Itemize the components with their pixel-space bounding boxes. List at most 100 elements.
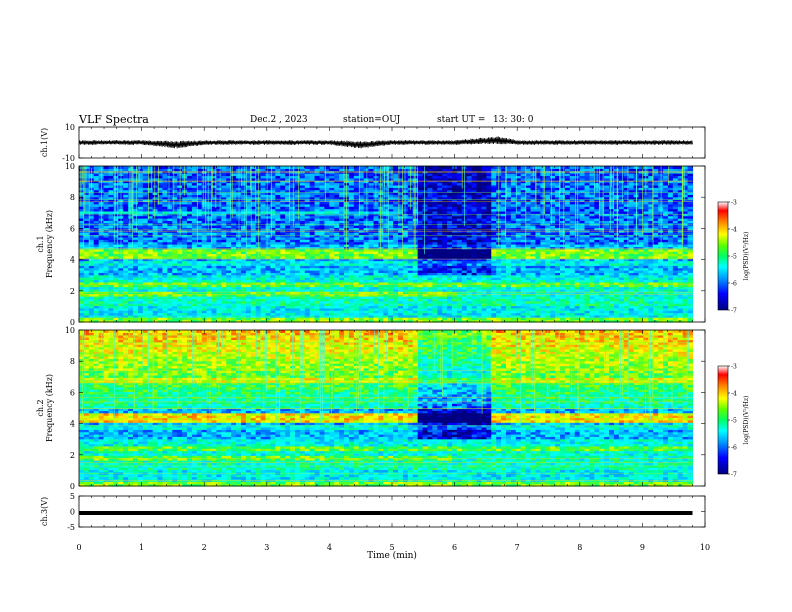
spectrogram-cell <box>162 281 168 285</box>
spectrogram-cell <box>137 274 144 278</box>
spectrogram-cell <box>672 298 679 302</box>
spectrogram-cell <box>231 305 237 309</box>
spectrogram-cell <box>368 317 375 321</box>
spectrogram-cell <box>535 298 541 302</box>
spectrogram-cell <box>128 298 134 302</box>
spectrogram-cell <box>412 286 419 290</box>
spectrogram-cell <box>633 277 640 281</box>
spectrogram-cell <box>196 319 203 323</box>
spectrogram-cell <box>452 310 458 314</box>
spectrogram-cell <box>88 272 95 276</box>
spectrogram-cell <box>407 277 414 281</box>
spectrogram-cell <box>530 281 537 285</box>
spectrogram-cell <box>535 274 541 278</box>
spectrogram-cell <box>290 310 296 314</box>
spectrogram-cell <box>132 284 139 288</box>
spectrogram-cell <box>393 312 399 316</box>
spectrogram-cell <box>643 300 649 304</box>
spectrogram-cell <box>407 291 414 295</box>
spectrogram-cell <box>132 317 139 321</box>
spectrogram-cell <box>378 277 384 281</box>
spectrogram-cell <box>294 296 301 299</box>
spectrogram-cell <box>142 284 149 288</box>
spectrogram-cell <box>88 291 95 295</box>
spectrogram-cell <box>515 291 522 295</box>
spectrogram-cell <box>196 284 203 288</box>
spectrogram-cell <box>363 284 370 288</box>
spectrogram-cell <box>344 310 350 314</box>
spectrogram-cell <box>412 319 419 323</box>
spectrogram-cell <box>314 298 321 302</box>
spectrogram-cell <box>216 305 222 309</box>
spectrogram-cell <box>402 279 409 283</box>
spectrogram-cell <box>633 314 640 318</box>
spectrogram-cell <box>299 284 306 288</box>
spectrogram-cell <box>427 312 433 316</box>
spectrogram-cell <box>137 279 144 283</box>
spectrogram-cell <box>574 319 581 323</box>
spectrogram-cell <box>182 317 188 321</box>
spectrogram-cell <box>422 284 429 288</box>
spectrogram-cell <box>314 312 321 316</box>
spectrogram-cell <box>79 312 85 316</box>
spectrogram-cell <box>123 272 129 276</box>
spectrogram-cell <box>339 270 345 273</box>
spectrogram-cell <box>255 281 262 285</box>
spectrogram-cell <box>535 281 541 285</box>
spectrogram-cell <box>643 310 649 314</box>
spectrogram-cell <box>167 291 173 295</box>
spectrogram-cell <box>520 303 527 307</box>
spectrogram-cell <box>201 274 208 278</box>
spectrogram-cell <box>363 281 370 285</box>
spectrogram-cell <box>378 317 384 321</box>
spectrogram-cell <box>486 291 492 295</box>
spectrogram-cell <box>319 317 325 321</box>
spectrogram-cell <box>427 310 433 314</box>
spectrogram-cell <box>157 284 164 288</box>
spectrogram-cell <box>324 312 330 316</box>
spectrogram-cell <box>108 286 114 290</box>
spectrogram-cell <box>574 274 581 278</box>
spectrogram-cell <box>574 314 581 318</box>
spectrogram-cell <box>186 305 193 309</box>
spectrogram-cell <box>182 300 188 304</box>
spectrogram-cell <box>280 291 286 295</box>
spectrogram-cell <box>245 312 252 316</box>
spectrogram-cell <box>447 270 453 273</box>
spectrogram-cell <box>481 298 487 302</box>
spectrogram-cell <box>456 303 463 307</box>
spectrogram-cell <box>412 281 419 285</box>
spectrogram-cell <box>658 300 664 304</box>
spectrogram-cell <box>363 300 370 304</box>
spectrogram-cell <box>437 298 443 302</box>
spectrogram-cell <box>658 293 664 297</box>
spectrogram-cell <box>550 319 556 323</box>
spectrogram-cell <box>417 296 424 299</box>
spectrogram-cell <box>579 303 586 307</box>
spectrogram-cell <box>545 286 551 290</box>
spectrogram-cell <box>663 319 669 323</box>
spectrogram-cell <box>79 307 85 311</box>
spectrogram-cell <box>363 303 370 307</box>
spectrogram-cell <box>481 281 487 285</box>
spectrogram-cell <box>250 288 257 292</box>
spectrogram-cell <box>368 307 375 311</box>
spectrogram-cell <box>466 317 473 321</box>
spectrogram-cell <box>113 270 119 273</box>
spectrogram-cell <box>545 284 551 288</box>
spectrogram-cell <box>358 293 365 297</box>
spectrogram-cell <box>186 286 193 290</box>
spectrogram-cell <box>407 284 414 288</box>
spectrogram-cell <box>471 288 478 292</box>
spectrogram-cell <box>147 288 154 292</box>
spectrogram-cell <box>177 286 183 290</box>
spectrogram-cell <box>589 286 595 290</box>
spectrogram-cell <box>334 277 340 281</box>
spectrogram-cell <box>471 296 478 299</box>
spectrogram-cell <box>236 305 242 309</box>
spectrogram-cell <box>309 314 316 318</box>
spectrogram-cell <box>98 310 105 314</box>
spectrogram-cell <box>388 314 394 318</box>
date-label: Dec.2 , 2023 <box>250 115 308 125</box>
spectrogram-cell <box>309 288 316 292</box>
